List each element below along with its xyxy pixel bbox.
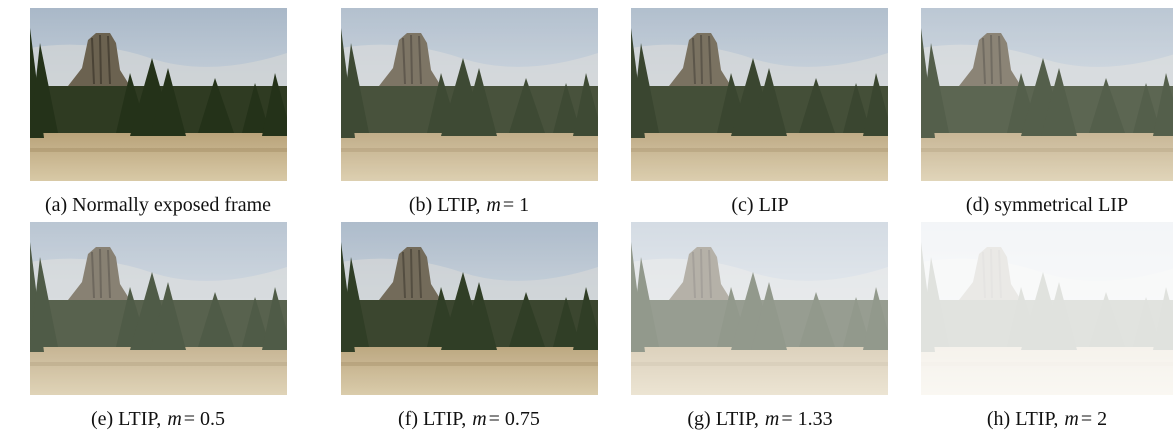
photo (30, 222, 287, 395)
caption: (c) LIP (610, 194, 910, 217)
exposure-wash (341, 8, 598, 181)
caption-text: (h) LTIP, (986, 408, 1059, 430)
photo (341, 222, 598, 395)
math-equation: = 0.5 (183, 408, 226, 430)
exposure-wash (921, 222, 1173, 395)
caption: (a) Normally exposed frame (8, 194, 308, 217)
math-variable: m (472, 408, 487, 430)
photo (631, 222, 888, 395)
caption-text: (a) Normally exposed frame (44, 194, 271, 216)
math-variable: m (764, 408, 780, 430)
math-equation: = 1.33 (781, 408, 833, 430)
caption: (b) LTIP, m = 1 (319, 194, 619, 217)
caption-text: (d) symmetrical LIP (965, 194, 1129, 216)
caption-text: (f) LTIP, (398, 408, 467, 430)
caption: (f) LTIP, m = 0.75 (319, 408, 619, 431)
math-variable: m (167, 408, 182, 430)
photo (341, 8, 598, 181)
math-equation: = 2 (1080, 408, 1108, 430)
caption-text: (b) LTIP, (408, 194, 481, 216)
photo (631, 8, 888, 181)
photo (30, 8, 287, 181)
math-equation: = 1 (502, 194, 530, 216)
caption-text: (c) LIP (731, 194, 789, 216)
caption: (e) LTIP, m = 0.5 (8, 408, 308, 431)
photo (921, 222, 1173, 395)
math-variable: m (486, 194, 501, 216)
exposure-wash (631, 222, 888, 395)
caption: (g) LTIP, m = 1.33 (610, 408, 910, 431)
caption-text: (e) LTIP, (90, 408, 162, 430)
exposure-wash (30, 222, 287, 395)
caption: (h) LTIP, m = 2 (897, 408, 1173, 431)
exposure-wash (921, 8, 1173, 181)
math-variable: m (1064, 408, 1079, 430)
exposure-wash (341, 222, 598, 395)
exposure-wash (631, 8, 888, 181)
photo (921, 8, 1173, 181)
caption: (d) symmetrical LIP (897, 194, 1173, 217)
caption-text: (g) LTIP, (687, 408, 759, 430)
math-equation: = 0.75 (488, 408, 540, 430)
